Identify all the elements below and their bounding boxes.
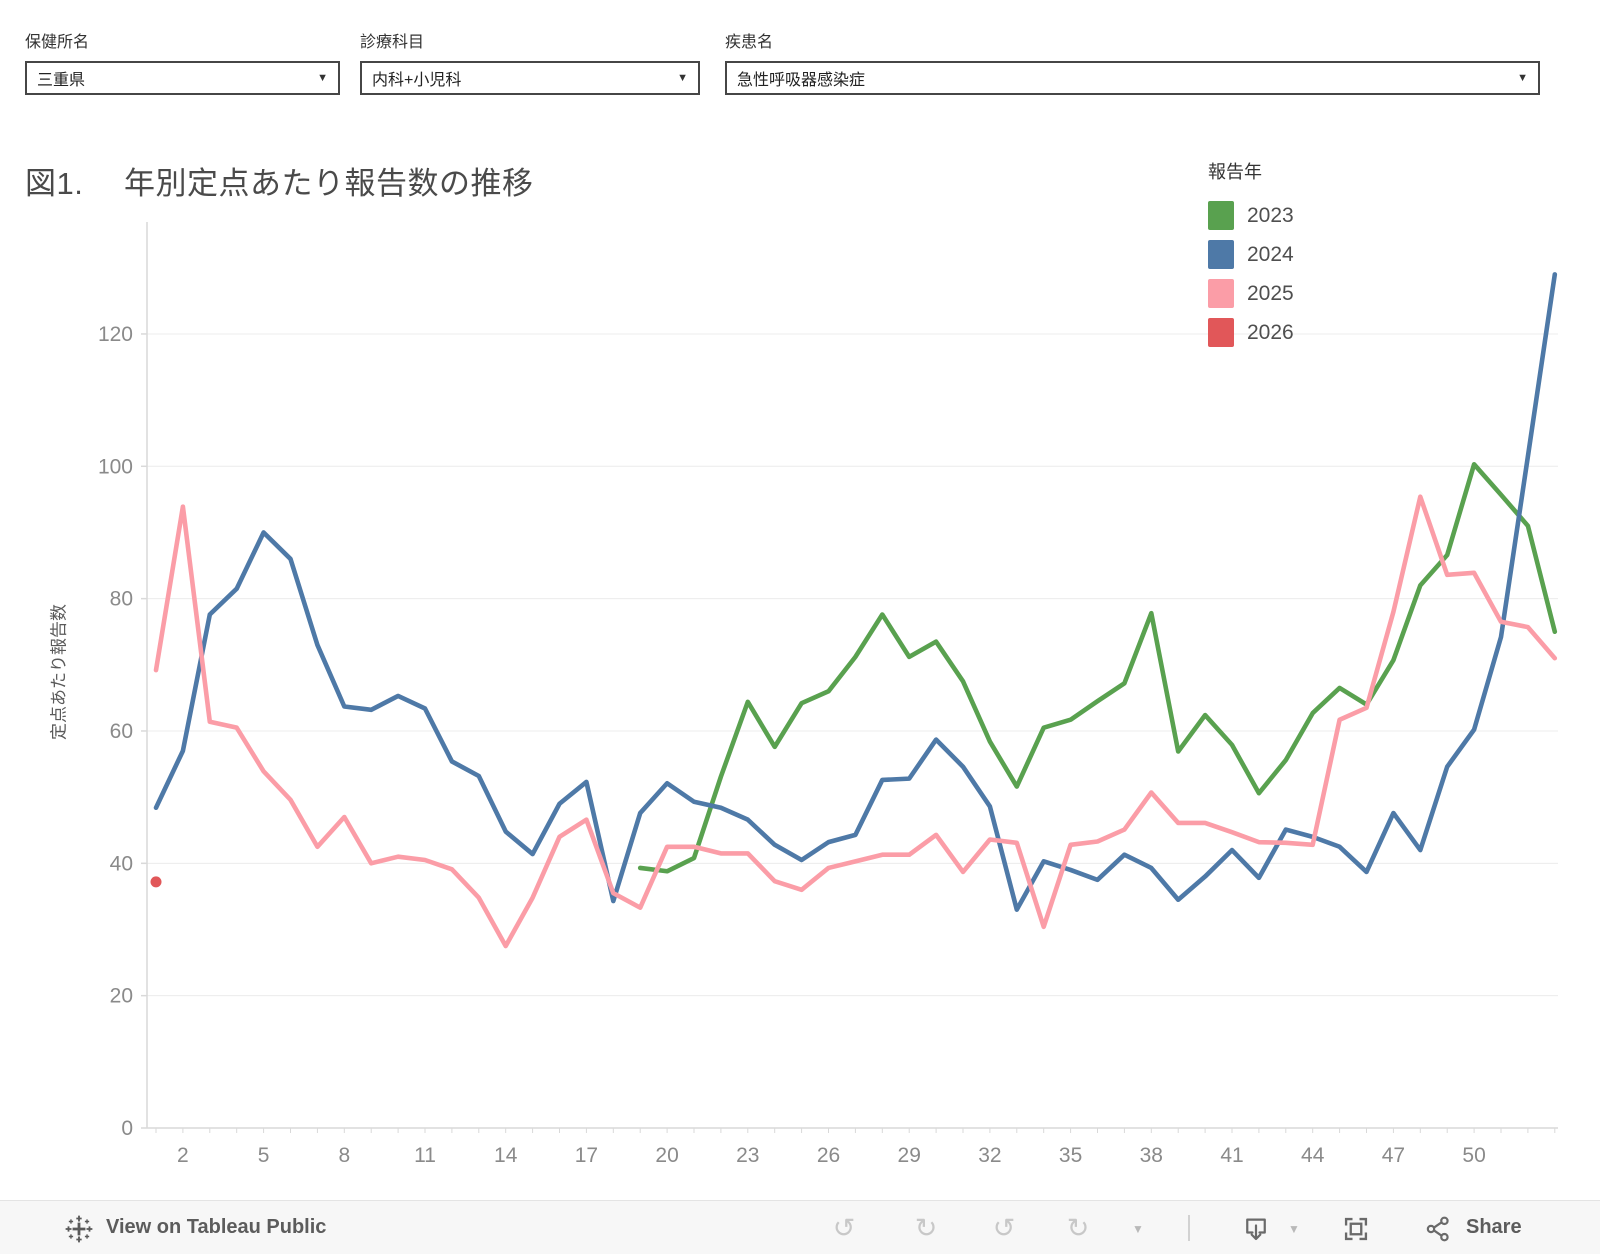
x-tick-label: 2 [177,1144,189,1167]
chevron-down-icon: ▼ [1517,72,1528,84]
filter-health-center-dropdown[interactable]: 三重県 ▼ [25,61,340,95]
series-line-2023[interactable] [637,462,1558,874]
x-tick-label: 38 [1140,1144,1163,1167]
share-button-label[interactable]: Share [1466,1216,1522,1238]
x-tick-label: 23 [736,1144,759,1167]
filter-health-center-value: 三重県 [37,72,86,89]
y-tick-label: 20 [110,985,133,1008]
y-tick-label: 100 [98,455,133,478]
filter-department-label: 診療科目 [360,34,425,51]
x-tick-label: 41 [1220,1144,1243,1167]
x-tick-label: 32 [978,1144,1001,1167]
undo-icon[interactable]: ↺ [832,1213,856,1244]
x-tick-label: 5 [258,1144,270,1167]
legend-title: 報告年 [1208,162,1262,182]
x-tick-label: 11 [414,1144,436,1167]
y-tick-label: 60 [110,720,133,743]
x-tick-label: 35 [1059,1144,1082,1167]
filter-health-center-label: 保健所名 [25,34,90,51]
legend: 報告年 2023 2024 2025 2026 [1208,158,1294,352]
filter-disease-value: 急性呼吸器感染症 [737,72,866,89]
view-on-tableau-public-link[interactable]: View on Tableau Public [106,1216,327,1238]
legend-item-label: 2024 [1247,242,1294,266]
x-tick-label: 20 [655,1144,678,1167]
legend-item-label: 2025 [1247,281,1294,305]
refresh-icon[interactable]: ↻ [1066,1213,1090,1244]
y-axis-title: 定点あたり報告数 [49,604,69,740]
filter-disease-dropdown[interactable]: 急性呼吸器感染症 ▼ [725,61,1540,95]
filter-disease-label: 疾患名 [725,34,774,51]
series-line-2024[interactable] [153,272,1558,912]
filter-department-dropdown[interactable]: 内科+小児科 ▼ [360,61,700,95]
tableau-toolbar: View on Tableau Public ↺ ↻ ↺ ↻ ▼ ▼ [0,1200,1600,1254]
legend-item-label: 2026 [1247,320,1294,344]
chevron-down-icon: ▼ [317,72,328,84]
x-tick-label: 17 [575,1144,598,1167]
chart-title: 図1. 年別定点あたり報告数の推移 [25,166,534,201]
x-tick-label: 47 [1382,1144,1405,1167]
toolbar-divider [1188,1215,1190,1241]
filter-disease: 疾患名 急性呼吸器感染症 ▼ [725,28,1540,95]
legend-swatch-icon [1208,279,1234,308]
series-point-2026[interactable] [150,876,162,888]
reset-icon[interactable]: ↺ [992,1213,1016,1244]
x-tick-label: 26 [817,1144,840,1167]
share-icon[interactable] [1424,1215,1452,1243]
filter-department: 診療科目 内科+小児科 ▼ [360,28,700,95]
download-icon[interactable] [1242,1215,1270,1243]
legend-swatch-icon [1208,240,1234,269]
legend-item-label: 2023 [1247,203,1294,227]
x-tick-label: 50 [1462,1144,1485,1167]
legend-swatch-icon [1208,318,1234,347]
legend-swatch-icon [1208,201,1234,230]
x-tick-label: 44 [1301,1144,1325,1167]
x-tick-label: 14 [494,1144,518,1167]
redo-icon[interactable]: ↻ [914,1213,938,1244]
x-tick-label: 29 [898,1144,921,1167]
y-tick-label: 80 [110,588,133,611]
legend-item-2025[interactable]: 2025 [1208,274,1294,313]
filter-health-center: 保健所名 三重県 ▼ [25,28,340,95]
fullscreen-icon[interactable] [1342,1215,1370,1243]
legend-item-2026[interactable]: 2026 [1208,313,1294,352]
download-menu-chevron-icon[interactable]: ▼ [1288,1222,1300,1236]
y-tick-label: 120 [98,323,133,346]
chevron-down-icon: ▼ [677,72,688,84]
y-tick-label: 0 [121,1117,133,1140]
refresh-menu-chevron-icon[interactable]: ▼ [1132,1222,1144,1236]
x-tick-label: 8 [338,1144,350,1167]
series-line-2025[interactable] [153,494,1558,949]
legend-item-2023[interactable]: 2023 [1208,196,1294,235]
y-tick-label: 40 [110,852,133,875]
legend-item-2024[interactable]: 2024 [1208,235,1294,274]
tableau-logo-icon[interactable] [64,1214,94,1244]
filter-department-value: 内科+小児科 [372,72,462,89]
